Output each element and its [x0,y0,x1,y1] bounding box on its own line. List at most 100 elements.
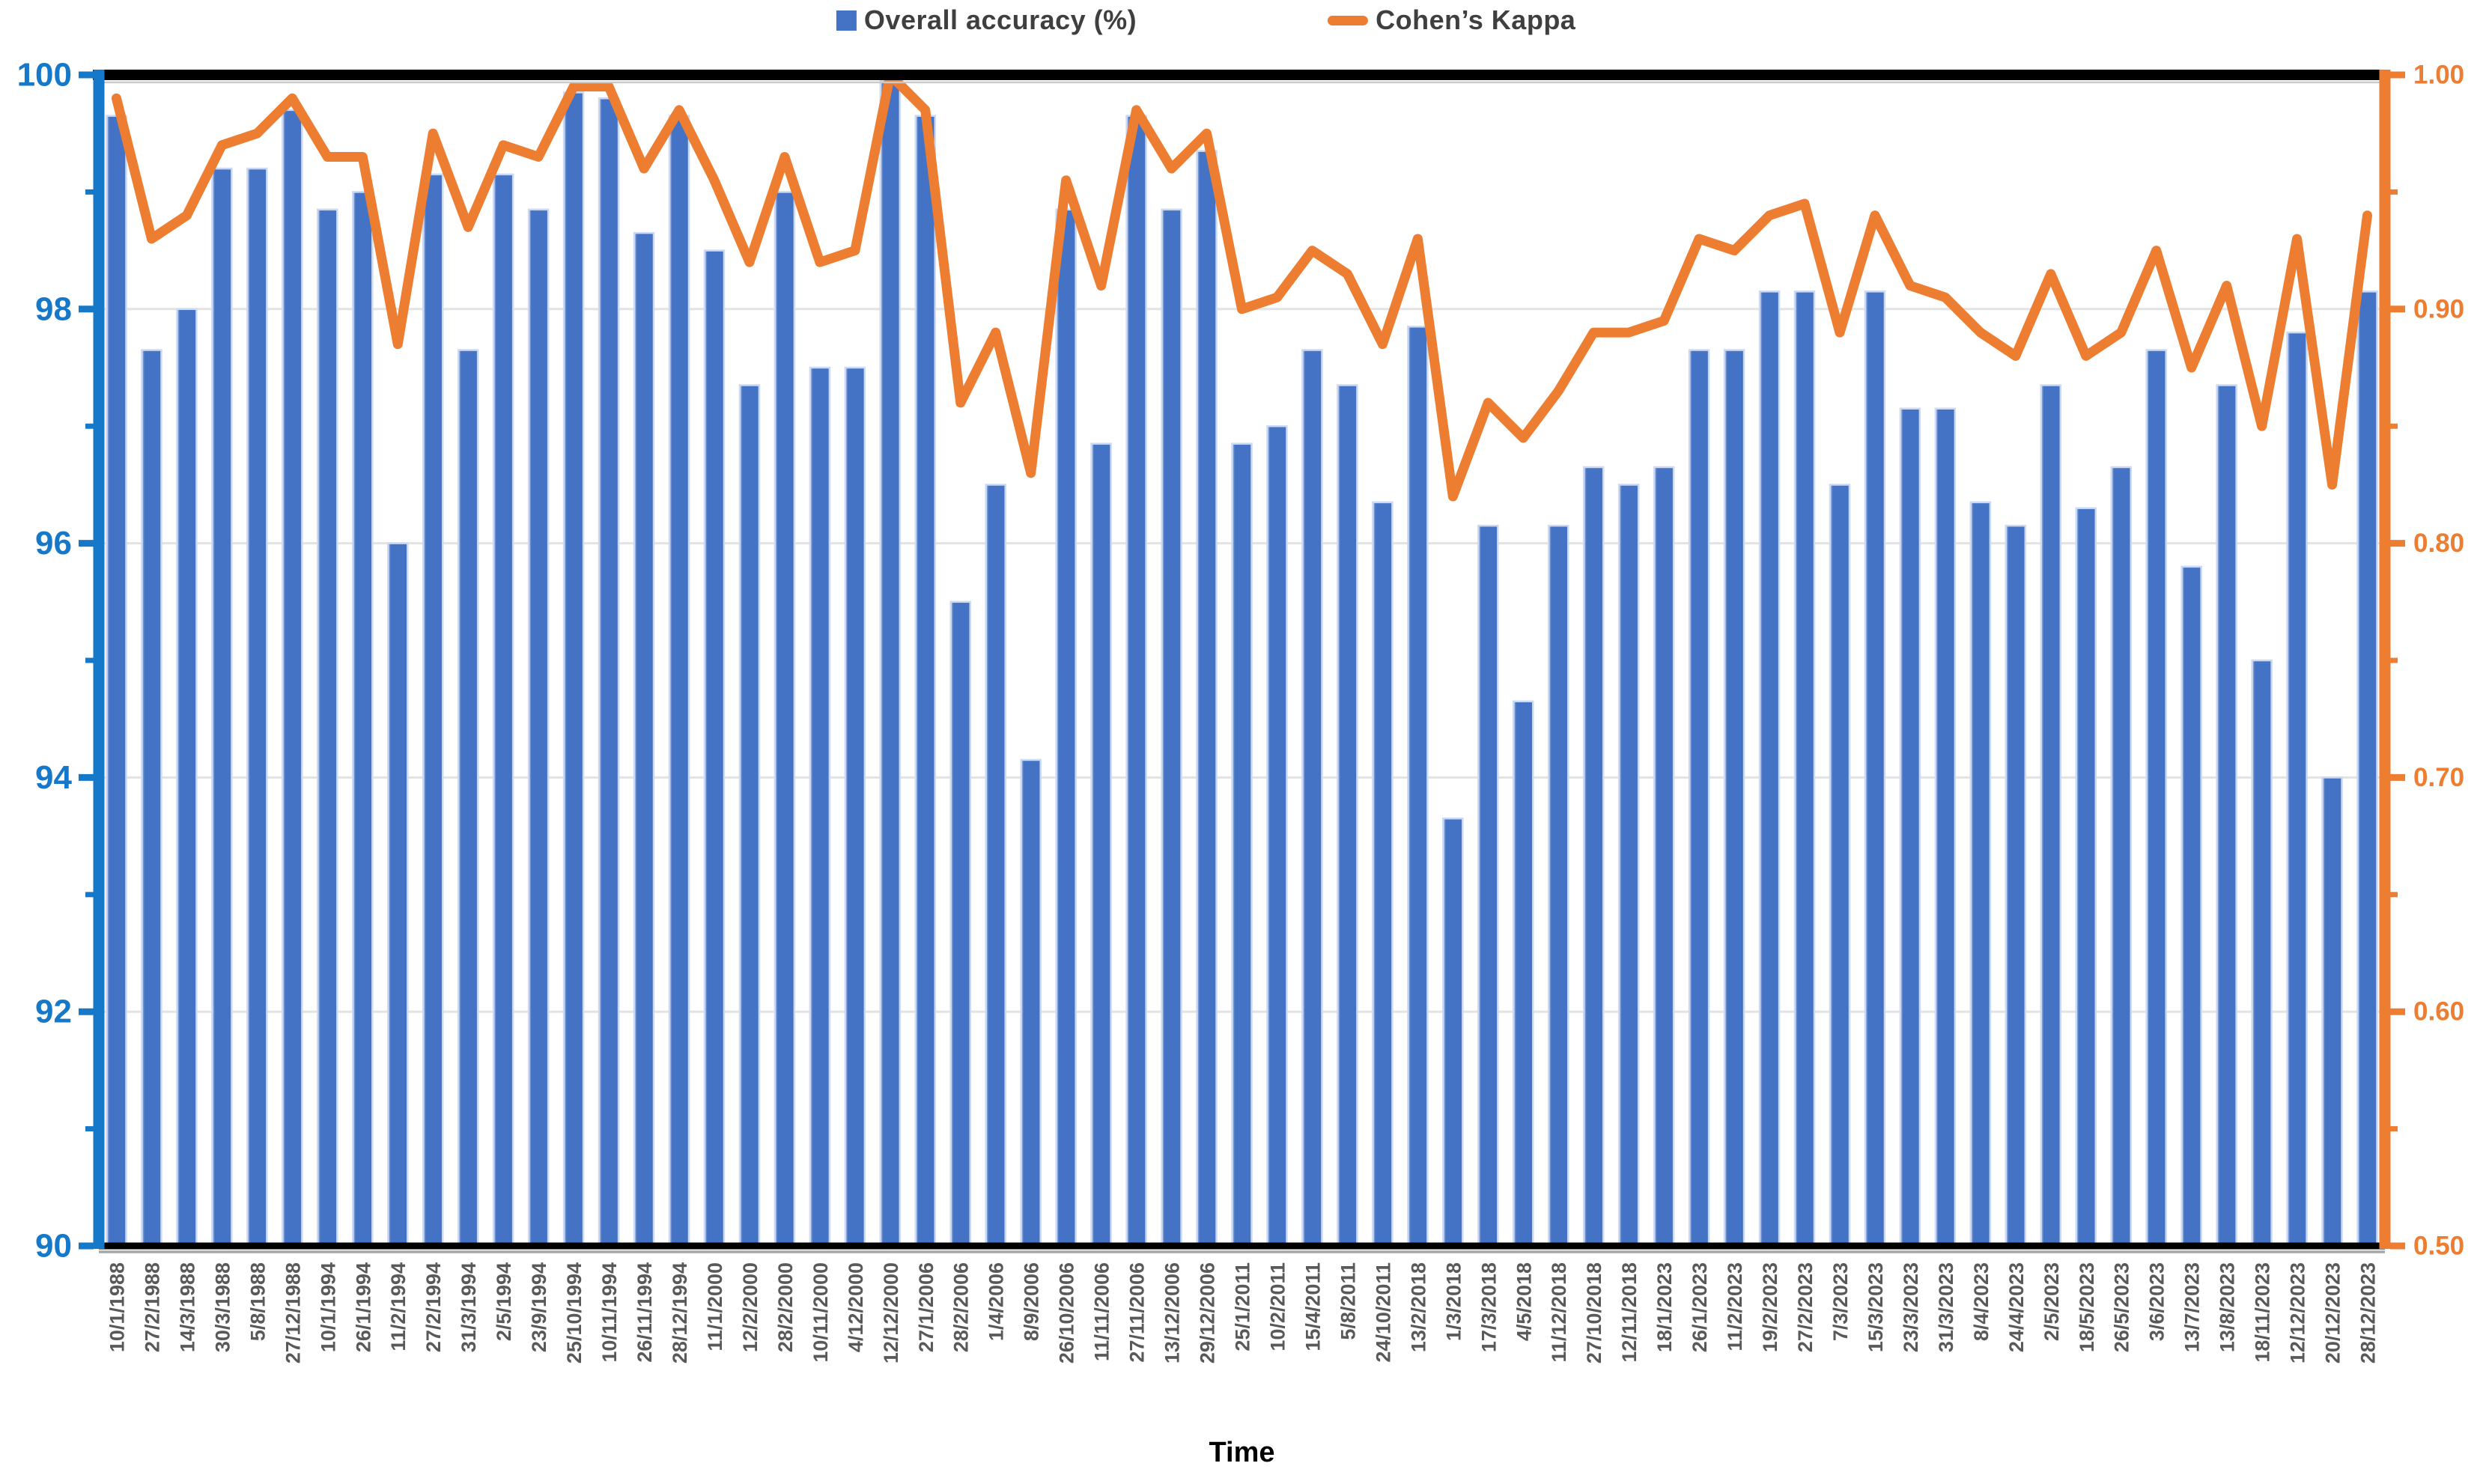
bar [1407,326,1429,1247]
bar [1793,291,1816,1247]
bar [2180,565,2202,1247]
accuracy-bars [106,79,2378,1247]
x-axis-tick-label: 27/10/2018 [1583,1262,1605,1363]
bar [1020,758,1042,1247]
x-axis-tick-label: 11/11/2006 [1091,1262,1113,1361]
legend-label-kappa: Cohen’s Kappa [1376,4,1576,35]
x-axis-tick-label: 18/5/2023 [2076,1262,2098,1352]
x-axis-tick-label: 28/2/2006 [950,1262,973,1352]
x-axis-tick-label: 27/1/2006 [915,1262,937,1352]
bar [1125,115,1147,1247]
legend-square-marker-icon [836,10,857,31]
right-axis-tick-label: 0.90 [2413,294,2464,323]
legend: Overall accuracy (%) Cohen’s Kappa [836,4,1575,36]
bar [949,600,971,1247]
bar [2145,349,2167,1247]
bar [1161,208,1182,1247]
x-axis-tick-label: 18/11/2023 [2252,1262,2274,1363]
x-axis-tick-label: 12/2/2000 [739,1262,762,1352]
plot-border [93,70,2385,1253]
bar [1301,349,1323,1247]
x-axis-tick-label: 2/5/2023 [2040,1262,2063,1341]
left-axis-tick-label: 90 [35,1228,72,1265]
x-axis-tick-label: 10/1/1988 [106,1262,128,1352]
bar [211,167,233,1247]
bar [246,167,268,1247]
bar [492,173,514,1247]
bar [844,366,866,1247]
x-axis-tick-label: 18/1/2023 [1653,1262,1676,1352]
x-axis-tick-label: 28/2/2000 [774,1262,797,1352]
bar [562,91,585,1247]
legend-item-kappa: Cohen’s Kappa [1328,4,1575,36]
left-axis-tick-label: 100 [17,57,72,94]
x-axis-tick-label: 4/12/2000 [845,1262,867,1352]
bar [176,308,198,1247]
bar [386,542,409,1247]
x-axis-tick-label: 2/5/1994 [493,1262,515,1341]
bar [1196,150,1218,1247]
bar [457,349,479,1247]
bar [703,249,726,1247]
x-axis-tick-label: 4/5/2018 [1513,1262,1535,1341]
x-axis-tick-label: 23/3/2023 [1900,1262,1922,1352]
x-axis-tick-label: 1/3/2018 [1442,1262,1465,1341]
left-axis-tick-label: 98 [35,291,72,327]
bar [1758,291,1781,1247]
x-axis-tick-label: 26/11/1994 [633,1262,656,1363]
bar [1477,524,1499,1247]
x-axis-tick-label: 13/8/2023 [2216,1262,2239,1352]
x-axis-tick-label: 14/3/1988 [176,1262,198,1352]
x-axis-title: Time [1209,1437,1274,1468]
x-axis-tick-label: 26/5/2023 [2111,1262,2133,1352]
x-axis-tick-label: 15/3/2023 [1864,1262,1887,1352]
bar [1969,501,1992,1247]
x-axis-tick-label: 27/2/2023 [1794,1262,1817,1352]
x-axis-tick-label: 24/4/2023 [2005,1262,2028,1352]
x-axis-tick-label: 23/9/1994 [528,1262,550,1352]
bar [809,366,831,1247]
x-axis-tick-label: 27/2/1994 [422,1262,445,1352]
bar [141,349,162,1247]
x-axis-tick-label: 11/12/2018 [1548,1262,1570,1363]
bar [1090,443,1112,1247]
bar [1513,700,1534,1247]
bar [1899,407,1921,1247]
bar [2216,384,2237,1247]
x-axis-tick-label: 10/11/1994 [598,1262,621,1363]
x-axis-tick-label: 26/10/2006 [1056,1262,1078,1363]
bar [1864,291,1886,1247]
bar [1653,466,1675,1247]
x-axis-tick-label: 13/7/2023 [2181,1262,2204,1352]
bar [1582,466,1605,1247]
bar [1723,349,1745,1247]
bar [1337,384,1358,1247]
bar [879,79,902,1247]
x-axis-tick-label: 13/2/2018 [1407,1262,1429,1352]
right-axis-tick-label: 0.80 [2413,529,2464,558]
left-axis: 100 98 96 94 92 90 [17,57,105,1265]
x-axis-tick-label: 1/4/2006 [985,1262,1008,1341]
bar [633,231,655,1247]
bar [1372,501,1394,1247]
right-axis-tick-label: 1.00 [2413,61,2464,90]
bar [985,484,1006,1247]
x-axis-tick-label: 10/1/1994 [317,1262,339,1352]
bar [1617,484,1640,1247]
x-axis-tick-label: 10/11/2000 [809,1262,832,1363]
x-axis-tick-label: 5/8/2011 [1337,1262,1359,1340]
bar [2251,659,2273,1247]
x-axis-tick-label: 25/1/2011 [1232,1262,1254,1351]
x-axis-tick-label: 24/10/2011 [1372,1262,1394,1363]
x-axis-tick-label: 8/9/2006 [1021,1262,1043,1341]
bar [352,191,374,1247]
bar [527,208,550,1247]
left-axis-tick-label: 92 [35,994,72,1030]
bar [2075,507,2097,1247]
bar [2110,466,2132,1247]
x-axis-tick-label: 29/12/2006 [1197,1262,1219,1363]
right-axis-tick-label: 0.70 [2413,763,2464,792]
bar [914,115,937,1247]
x-axis-tick-label: 25/10/1994 [563,1262,586,1363]
